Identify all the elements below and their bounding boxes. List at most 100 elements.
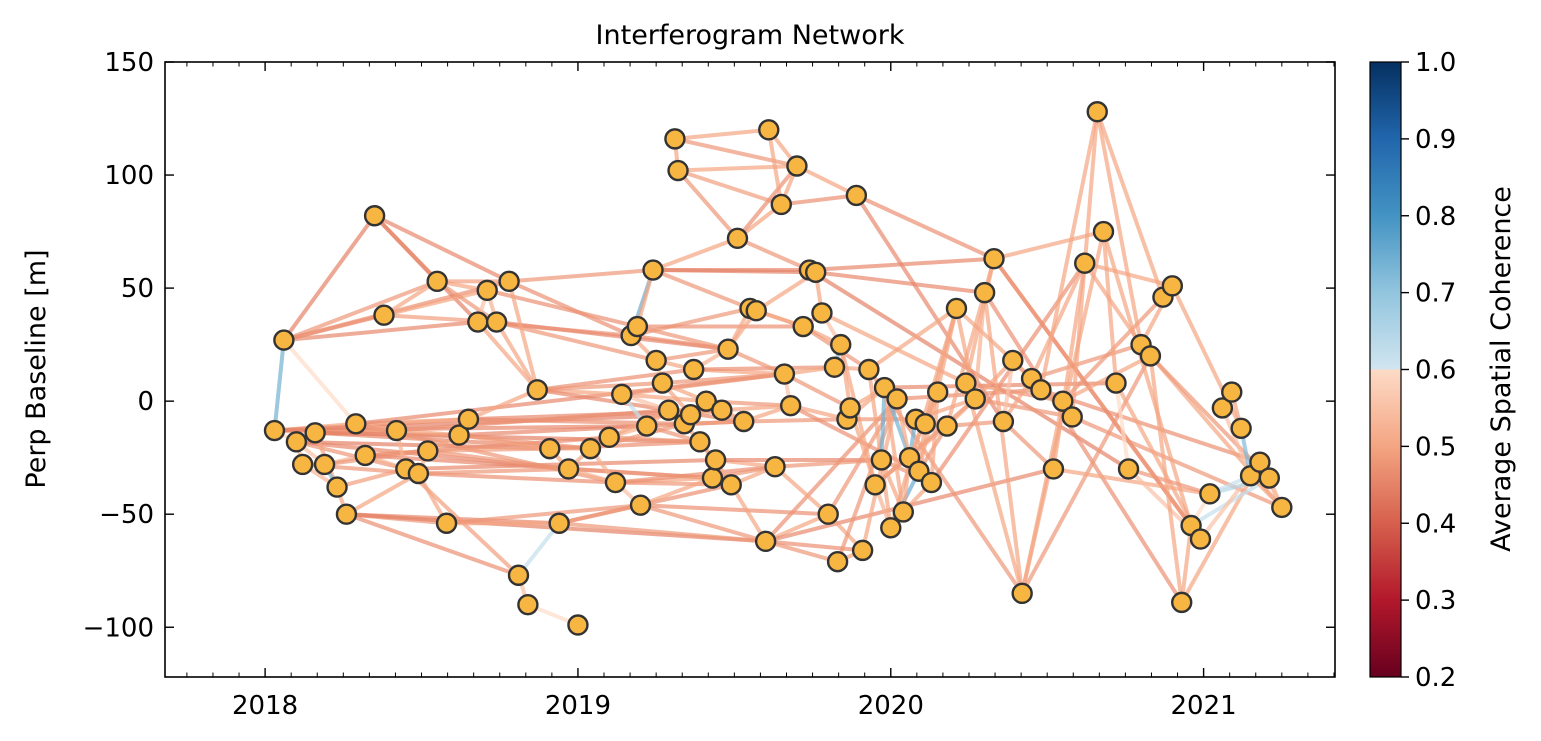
interferogram-edge: [363, 435, 612, 458]
acquisition-point: [770, 193, 792, 216]
interferogram-edge: [929, 390, 940, 485]
acquisition-point: [811, 302, 833, 324]
y-axis: −100 −50 0 50 100 150: [83, 48, 1335, 643]
acquisition-point: [936, 415, 958, 437]
acquisition-point: [1171, 591, 1193, 614]
interferogram-edge: [879, 385, 887, 462]
acquisition-point: [992, 410, 1015, 433]
interferogram-edge: [1148, 353, 1272, 481]
interferogram-edge: [1095, 109, 1165, 300]
acquisition-point: [864, 474, 886, 496]
plot-frame: [164, 61, 1336, 678]
acquisition-point: [845, 184, 868, 207]
acquisition-point: [1117, 458, 1140, 480]
interferogram-edge: [660, 372, 787, 386]
acquisition-point: [826, 550, 849, 573]
acquisition-point: [598, 426, 620, 449]
acquisition-point: [927, 381, 949, 403]
interferogram-edge: [435, 279, 499, 325]
acquisition-point: [485, 311, 508, 333]
acquisition-point: [467, 311, 489, 333]
interferogram-edge: [1051, 466, 1212, 496]
acquisition-point: [964, 388, 986, 410]
interferogram-edge: [782, 372, 853, 410]
y-tick-label: 150: [104, 48, 154, 78]
acquisition-point: [645, 349, 667, 372]
acquisition-point: [539, 437, 561, 460]
interferogram-edge: [735, 164, 799, 241]
acquisition-point: [792, 315, 814, 338]
acquisition-point: [701, 467, 724, 489]
interferogram-edge: [547, 439, 702, 451]
acquisition-point: [548, 512, 570, 534]
acquisition-point: [704, 449, 727, 471]
interferogram-edge: [344, 512, 521, 578]
acquisition-point: [273, 329, 295, 351]
interferogram-edge: [973, 290, 987, 401]
acquisition-point: [1074, 252, 1096, 274]
interferogram-edge: [719, 403, 793, 413]
acquisition-point: [817, 503, 839, 525]
acquisition-point: [498, 270, 520, 293]
acquisition-point: [733, 410, 755, 433]
interferogram-edge: [676, 168, 784, 207]
interferogram-edge: [1179, 523, 1194, 605]
y-tick-label: 100: [104, 161, 154, 191]
acquisition-point: [1105, 372, 1127, 394]
acquisition-point: [1011, 582, 1033, 605]
interferogram-edge: [638, 476, 715, 508]
acquisition-point: [679, 404, 702, 426]
acquisition-point: [880, 517, 902, 539]
colorbar-tick-label: 0.3: [1415, 586, 1456, 616]
acquisition-point: [354, 444, 376, 467]
interferogram-edge: [676, 168, 740, 241]
colorbar: [1369, 61, 1402, 678]
interferogram-edge: [372, 213, 512, 284]
acquisition-point: [517, 593, 539, 616]
acquisition-point: [304, 422, 326, 444]
acquisition-point: [579, 437, 602, 460]
interferogram-edge: [651, 236, 740, 273]
interferogram-edge: [281, 213, 377, 343]
interferogram-edge: [381, 288, 490, 318]
acquisition-point: [457, 408, 480, 430]
interferogram-edge: [444, 503, 643, 526]
y-tick-label: −100: [83, 613, 154, 643]
acquisition-point: [611, 383, 633, 406]
colorbar-tick-label: 0.7: [1415, 279, 1456, 309]
acquisition-point: [754, 530, 777, 553]
acquisition-point: [651, 372, 674, 394]
y-tick-label: 0: [137, 387, 154, 417]
acquisition-point: [717, 338, 739, 360]
interferogram-edge: [866, 306, 959, 372]
interferogram-edge: [691, 365, 837, 372]
interferogram-edge: [494, 320, 540, 392]
colorbar-tick-label: 0.8: [1415, 202, 1456, 232]
interferogram-edge: [638, 503, 831, 517]
interferogram-edge: [613, 464, 778, 485]
acquisition-point: [955, 372, 977, 394]
interferogram-edge: [507, 279, 540, 392]
acquisition-point: [695, 390, 717, 412]
acquisition-point: [682, 358, 705, 381]
interferogram-edge: [973, 396, 1075, 419]
interferogram-edge: [607, 435, 702, 444]
interferogram-edge: [281, 279, 440, 343]
acquisition-point: [1221, 381, 1243, 403]
acquisition-point: [263, 419, 286, 442]
interferogram-edge: [1114, 381, 1131, 471]
acquisition-point: [1189, 528, 1212, 550]
acquisition-point: [892, 501, 914, 523]
acquisition-point: [823, 356, 846, 378]
acquisition-point: [886, 388, 908, 410]
interferogram-edge: [1038, 109, 1100, 392]
x-axis: 2018 2019 2020 2021: [186, 62, 1335, 721]
acquisition-point: [642, 259, 664, 281]
interferogram-edge: [672, 136, 799, 169]
acquisition-point: [1139, 345, 1162, 367]
interferogram-edge: [466, 387, 540, 422]
acquisition-point: [1092, 220, 1115, 243]
interferogram-edge: [281, 320, 480, 343]
interferogram-edge: [1126, 466, 1212, 496]
interferogram-edge: [619, 392, 709, 404]
